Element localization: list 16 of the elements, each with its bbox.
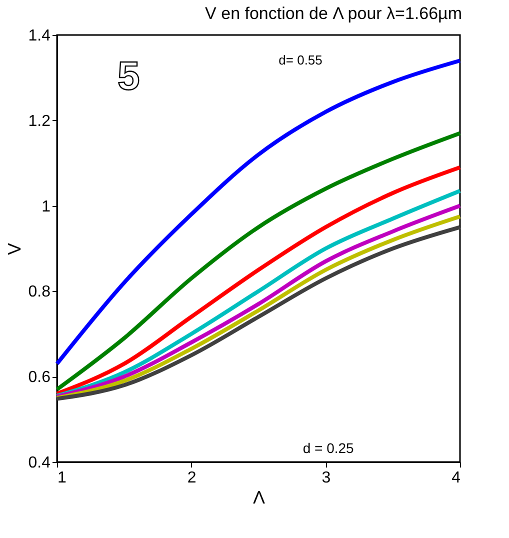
y-tick-label: 0.4 [28, 454, 51, 472]
x-tick-label: 2 [187, 470, 196, 486]
x-axis-title: Λ [252, 488, 266, 508]
x-tick-label: 3 [322, 470, 331, 486]
x-tick-label: 1 [58, 470, 66, 486]
annotation: d = 0.25 [302, 440, 354, 456]
x-tick-label: 4 [452, 470, 461, 486]
y-tick-label: 1 [42, 198, 51, 216]
y-axis-title: V [4, 242, 24, 256]
y-tick-label: 0.6 [28, 369, 51, 386]
annotation: 5 [117, 54, 140, 99]
y-tick-label: 1.4 [28, 28, 51, 44]
annotation: d= 0.55 [278, 52, 322, 68]
y-tick-label: 1.2 [28, 112, 51, 130]
chart-title: V en fonction de Λ pour λ=1.66µm [205, 4, 462, 23]
y-tick-label: 0.8 [28, 284, 51, 301]
